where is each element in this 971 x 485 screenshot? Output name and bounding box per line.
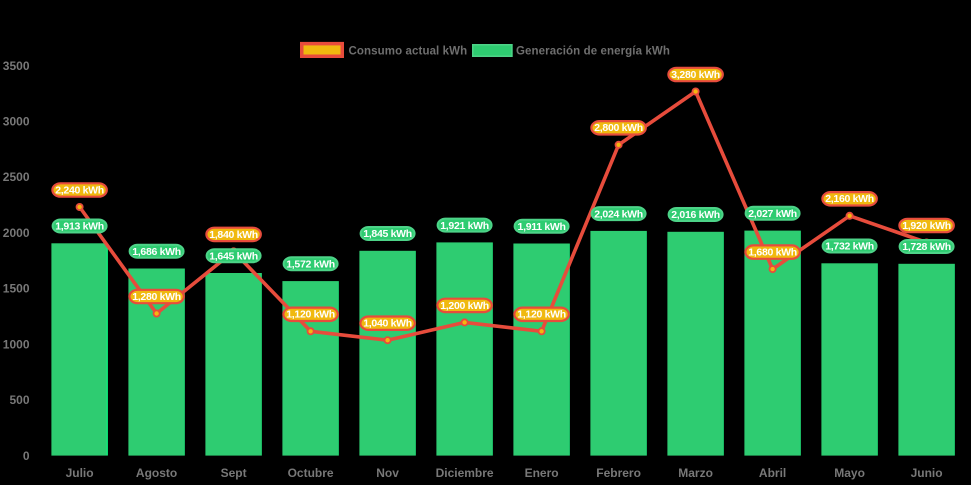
- svg-text:1,920 kWh: 1,920 kWh: [902, 220, 951, 232]
- svg-text:Diciembre: Diciembre: [436, 466, 494, 480]
- svg-text:1500: 1500: [3, 282, 30, 296]
- svg-text:Marzo: Marzo: [678, 466, 713, 480]
- svg-text:2500: 2500: [3, 170, 30, 184]
- svg-text:1,728 kWh: 1,728 kWh: [902, 241, 951, 253]
- svg-text:Enero: Enero: [525, 466, 559, 480]
- svg-text:1,040 kWh: 1,040 kWh: [363, 318, 412, 330]
- svg-text:Consumo actual kWh: Consumo actual kWh: [349, 45, 468, 57]
- svg-text:1,645 kWh: 1,645 kWh: [209, 250, 258, 262]
- svg-text:Agosto: Agosto: [136, 466, 177, 480]
- svg-text:2,800 kWh: 2,800 kWh: [594, 122, 643, 134]
- svg-text:2,016 kWh: 2,016 kWh: [671, 209, 720, 221]
- svg-text:Sept: Sept: [221, 466, 247, 480]
- svg-text:Junio: Junio: [911, 466, 943, 480]
- svg-text:1,845 kWh: 1,845 kWh: [363, 228, 412, 240]
- svg-text:1000: 1000: [3, 337, 30, 351]
- svg-text:2000: 2000: [3, 226, 30, 240]
- svg-text:1,680 kWh: 1,680 kWh: [748, 247, 797, 259]
- svg-text:1,913 kWh: 1,913 kWh: [55, 221, 104, 233]
- svg-text:2,027 kWh: 2,027 kWh: [748, 208, 797, 220]
- svg-text:1,572 kWh: 1,572 kWh: [286, 259, 335, 271]
- svg-text:Generación de energía kWh: Generación de energía kWh: [516, 45, 670, 57]
- svg-text:3,280 kWh: 3,280 kWh: [671, 69, 720, 81]
- svg-text:Mayo: Mayo: [834, 466, 865, 480]
- svg-text:1,732 kWh: 1,732 kWh: [825, 241, 874, 253]
- svg-text:Julio: Julio: [66, 466, 94, 480]
- svg-text:1,686 kWh: 1,686 kWh: [132, 246, 181, 258]
- svg-text:Febrero: Febrero: [596, 466, 641, 480]
- svg-text:Nov: Nov: [376, 466, 399, 480]
- svg-text:1,200 kWh: 1,200 kWh: [440, 300, 489, 312]
- svg-text:1,120 kWh: 1,120 kWh: [286, 309, 335, 321]
- svg-text:1,280 kWh: 1,280 kWh: [132, 291, 181, 303]
- svg-text:2,024 kWh: 2,024 kWh: [594, 208, 643, 220]
- svg-text:1,120 kWh: 1,120 kWh: [517, 309, 566, 321]
- svg-text:1,921 kWh: 1,921 kWh: [440, 220, 489, 232]
- svg-text:2,160 kWh: 2,160 kWh: [825, 193, 874, 205]
- svg-text:1,911 kWh: 1,911 kWh: [518, 221, 566, 233]
- svg-text:1,840 kWh: 1,840 kWh: [209, 229, 258, 241]
- svg-text:Abril: Abril: [759, 466, 786, 480]
- svg-text:3000: 3000: [3, 115, 30, 129]
- svg-text:Octubre: Octubre: [288, 466, 334, 480]
- svg-text:500: 500: [9, 393, 29, 407]
- svg-text:0: 0: [23, 449, 30, 463]
- svg-text:3500: 3500: [3, 59, 30, 73]
- svg-text:2,240 kWh: 2,240 kWh: [55, 184, 104, 196]
